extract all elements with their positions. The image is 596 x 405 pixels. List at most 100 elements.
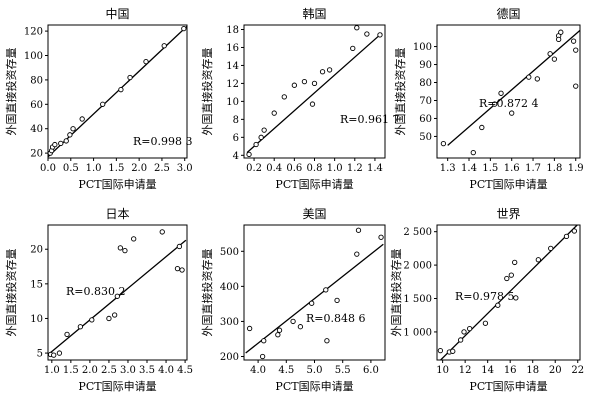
data-point <box>309 101 316 107</box>
x-axis-label: PCT国际申请量 <box>78 380 156 393</box>
correlation-label: R=0.848 6 <box>306 312 366 325</box>
data-point <box>67 132 73 138</box>
x-tick-label: 2.0 <box>82 365 98 376</box>
correlation-label: R=0.998 3 <box>133 135 193 148</box>
data-point <box>457 337 464 343</box>
y-tick-label: 8 <box>233 115 239 126</box>
panel-6: 世界 10 12 14 16 18 20 22 1 000 1 500 2 000 2 500 PCT国… <box>389 207 584 393</box>
y-tick-label: 6 <box>233 133 239 144</box>
data-point <box>258 134 264 140</box>
correlation-label: R=0.872 4 <box>479 97 539 110</box>
x-tick-label: 1.4 <box>367 163 383 174</box>
x-tick-label: 4.5 <box>177 365 193 376</box>
data-point <box>354 25 360 31</box>
data-point <box>570 38 577 44</box>
data-point <box>571 228 578 234</box>
y-tick-label: 20 <box>30 245 43 256</box>
data-point <box>131 236 137 242</box>
correlation-label: R=0.830 2 <box>66 285 126 298</box>
data-point <box>275 332 281 338</box>
data-point <box>526 74 532 80</box>
data-point <box>89 317 95 323</box>
data-point <box>111 312 118 318</box>
data-point <box>504 275 510 282</box>
data-point <box>51 352 57 358</box>
data-point <box>301 78 308 85</box>
y-tick-label: 10 <box>226 97 239 108</box>
y-axis-label: 外国直接投资存量 <box>200 48 214 136</box>
x-axis-label: PCT国际申请量 <box>275 178 353 191</box>
data-point <box>548 245 554 252</box>
plot-frame <box>243 24 386 159</box>
x-tick-label: 1.0 <box>327 163 343 174</box>
y-tick-label: 5 <box>37 349 43 360</box>
data-point <box>143 58 149 65</box>
data-point <box>326 67 333 73</box>
y-axis-label: 外国直接投资存量 <box>200 249 214 337</box>
panel-3: 德国 1.3 1.4 1.5 1.6 1.7 1.8 1.9 50 60 70 80 90 100 PCT国… <box>393 6 584 191</box>
data-point <box>246 325 253 332</box>
x-tick-label: 0.5 <box>63 163 79 174</box>
y-tick-label: 4 <box>233 151 239 162</box>
data-point <box>63 138 69 144</box>
x-tick-label: 1.6 <box>504 163 520 174</box>
y-tick-label: 80 <box>30 75 43 86</box>
data-point <box>290 318 296 325</box>
y-tick-label: 16 <box>226 43 239 54</box>
y-tick-label: 80 <box>419 78 432 89</box>
x-tick-label: 3.0 <box>120 365 136 376</box>
data-point <box>309 300 315 306</box>
panel-2: 韩国 0.2 0.4 0.6 0.8 1.0 1.2 1.4 4 6 8 10 12 14 16 18 PCT国… <box>200 6 400 191</box>
data-point <box>100 101 106 107</box>
data-point <box>556 36 562 43</box>
x-tick-label: 20 <box>549 365 562 376</box>
data-point <box>461 329 467 335</box>
data-point <box>117 245 124 251</box>
data-point <box>64 331 70 338</box>
x-tick-label: 4.0 <box>250 365 266 376</box>
y-tick-label: 14 <box>226 61 239 72</box>
y-tick-label: 60 <box>419 114 432 125</box>
y-tick-label: 120 <box>24 27 43 38</box>
x-tick-label: 16 <box>504 365 517 376</box>
data-point <box>261 127 267 133</box>
x-tick-label: 1.2 <box>347 163 363 174</box>
panel-title: 中国 <box>105 6 129 21</box>
data-point <box>276 327 283 333</box>
data-point <box>161 43 167 49</box>
x-tick-label: 22 <box>571 365 584 376</box>
y-tick-label: 15 <box>30 279 43 290</box>
data-point <box>512 259 518 266</box>
data-point <box>350 45 356 52</box>
x-axis-label: PCT国际申请量 <box>78 178 156 191</box>
data-point <box>58 140 64 147</box>
data-point <box>354 251 360 257</box>
x-tick-label: 1.8 <box>546 163 562 174</box>
data-point <box>281 94 287 100</box>
data-point <box>319 69 326 75</box>
data-point <box>509 110 515 116</box>
data-point <box>271 110 277 116</box>
data-point <box>513 295 519 301</box>
x-tick-label: 1.5 <box>108 163 124 174</box>
y-tick-label: 20 <box>30 149 43 160</box>
x-tick-label: 1.5 <box>63 365 79 376</box>
panel-4: 日本 1.0 1.5 2.0 2.5 3.0 3.5 4.0 4.5 5 10 15 20 PCT国际申请… <box>4 207 193 393</box>
data-point <box>547 51 553 57</box>
panel-1: 中国 0.0 0.5 1.0 1.5 2.0 2.5 3.0 20 40 60 80 100 120 PCT… <box>4 6 193 191</box>
data-point <box>159 229 165 235</box>
data-point <box>508 272 514 278</box>
data-point <box>291 82 298 88</box>
data-point <box>77 324 84 330</box>
data-point <box>467 325 473 332</box>
data-point <box>355 227 362 233</box>
x-tick-label: 1.0 <box>44 365 60 376</box>
data-point <box>535 257 541 263</box>
x-tick-label: 0.4 <box>266 163 282 174</box>
data-point <box>323 287 329 293</box>
x-tick-label: 18 <box>526 365 539 376</box>
y-tick-label: 12 <box>226 79 239 90</box>
panel-title: 美国 <box>302 207 326 221</box>
